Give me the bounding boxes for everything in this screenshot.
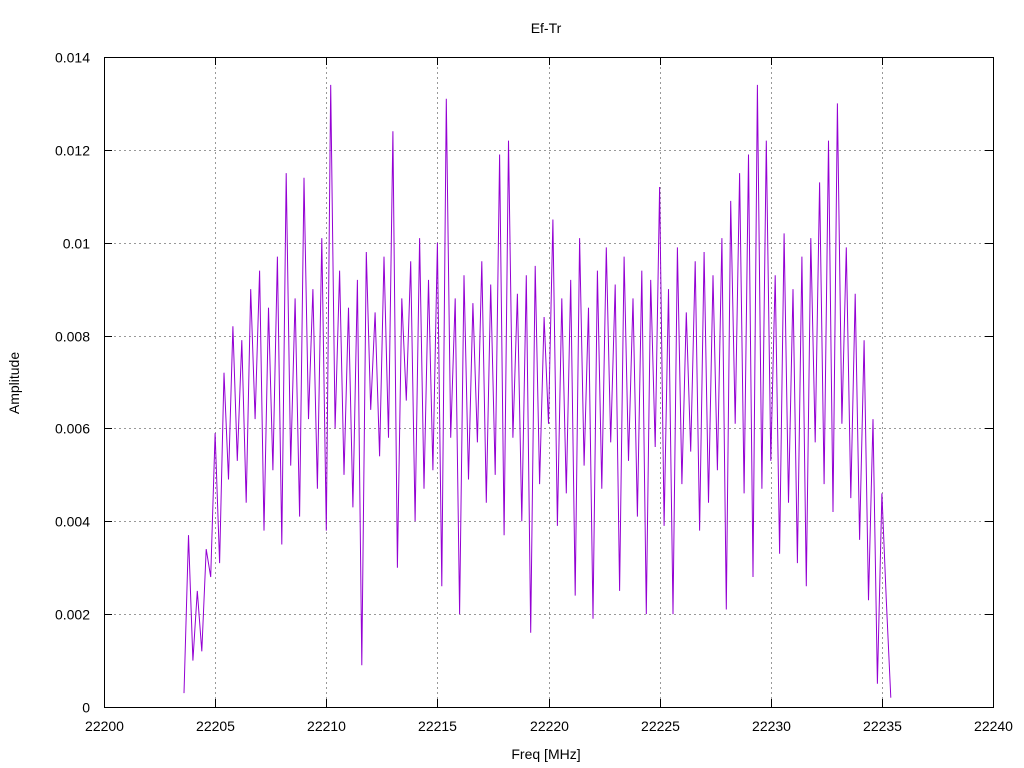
x-tick-label: 22225 bbox=[641, 718, 680, 734]
y-tick-label: 0.014 bbox=[55, 50, 90, 66]
x-tick-label: 22205 bbox=[196, 718, 235, 734]
y-tick-label: 0.008 bbox=[55, 329, 90, 345]
series bbox=[183, 84, 892, 698]
x-tick-label: 22210 bbox=[307, 718, 346, 734]
x-tick-labels: 22200 22205 22210 22215 22220 22225 22230 22235… bbox=[85, 718, 1013, 734]
y-tick-label: 0.01 bbox=[63, 236, 90, 252]
y-tick-labels: 0 0.002 0.004 0.006 0.008 0.01 0.012 0.014 bbox=[55, 50, 90, 716]
y-tick-label: 0 bbox=[82, 700, 90, 716]
x-tick-label: 22240 bbox=[974, 718, 1013, 734]
x-axis-label: Freq [MHz] bbox=[511, 746, 580, 762]
y-tick-label: 0.002 bbox=[55, 607, 90, 623]
x-tick-label: 22230 bbox=[752, 718, 791, 734]
y-tick-label: 0.004 bbox=[55, 514, 90, 530]
y-axis-label: Amplitude bbox=[6, 352, 22, 414]
x-tick-label: 22220 bbox=[530, 718, 569, 734]
x-tick-label: 22235 bbox=[863, 718, 902, 734]
x-tick-label: 22215 bbox=[418, 718, 457, 734]
y-tick-label: 0.012 bbox=[55, 143, 90, 159]
ticks bbox=[104, 57, 994, 708]
series-line bbox=[183, 84, 892, 698]
x-tick-label: 22200 bbox=[85, 718, 124, 734]
y-tick-label: 0.006 bbox=[55, 421, 90, 437]
chart-title: Ef-Tr bbox=[531, 20, 562, 36]
